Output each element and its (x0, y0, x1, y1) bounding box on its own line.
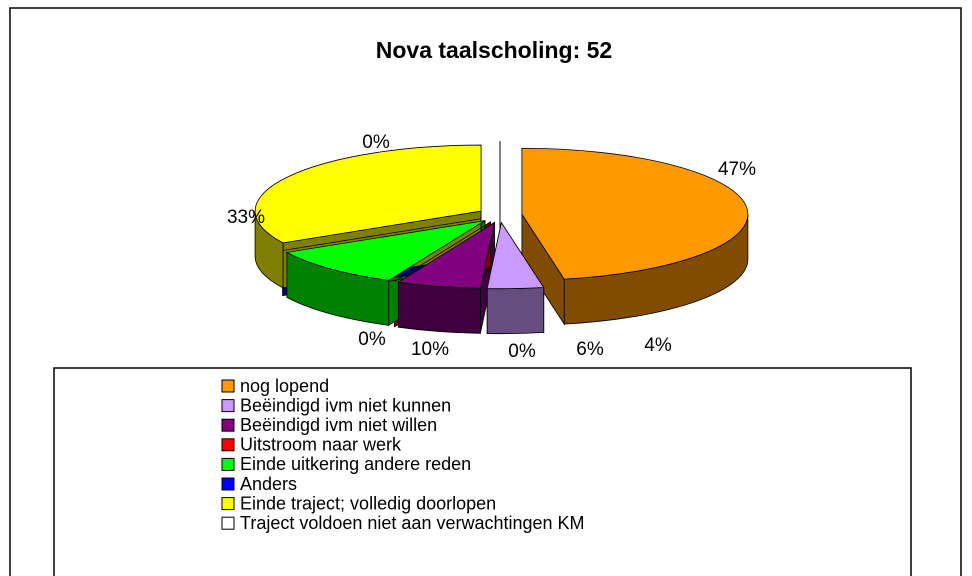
chart-title: Nova taalscholing: 52 (376, 37, 612, 63)
data-label: 33% (227, 207, 265, 228)
slice (282, 218, 481, 251)
legend-label: Einde traject; volledig doorlopen (240, 493, 496, 513)
legend-swatch (221, 438, 235, 452)
legend-label: Traject voldoen niet aan verwachtingen K… (240, 513, 585, 533)
data-label: 0% (508, 341, 536, 362)
legend-label: Einde uitkering andere reden (240, 454, 471, 474)
legend-swatch (221, 457, 235, 471)
legend-label: Anders (240, 474, 297, 494)
slice (254, 144, 482, 244)
data-label: 4% (644, 335, 672, 356)
slice (486, 221, 545, 290)
legend-label: Beëindigd ivm niet kunnen (240, 395, 451, 415)
data-label: 0% (358, 329, 386, 350)
legend-swatch (221, 399, 235, 413)
legend-box (53, 367, 912, 576)
legend-label: Beëindigd ivm niet willen (240, 415, 437, 435)
legend-label: nog lopend (240, 376, 329, 396)
data-label: 10% (411, 339, 449, 360)
slice (397, 221, 496, 289)
slice (285, 220, 486, 281)
legend-swatch (221, 477, 235, 491)
legend-label: Uitstroom naar werk (240, 435, 402, 455)
slice-side (397, 281, 481, 334)
data-label: 6% (576, 339, 604, 360)
slice (521, 147, 749, 280)
slice (394, 221, 491, 283)
slice-side (486, 287, 545, 335)
legend-swatch (221, 516, 235, 530)
data-label: 47% (718, 159, 756, 180)
legend-swatch (221, 418, 235, 432)
legend-swatch (221, 379, 235, 393)
legend-swatch (221, 497, 235, 511)
data-label: 0% (362, 132, 390, 153)
